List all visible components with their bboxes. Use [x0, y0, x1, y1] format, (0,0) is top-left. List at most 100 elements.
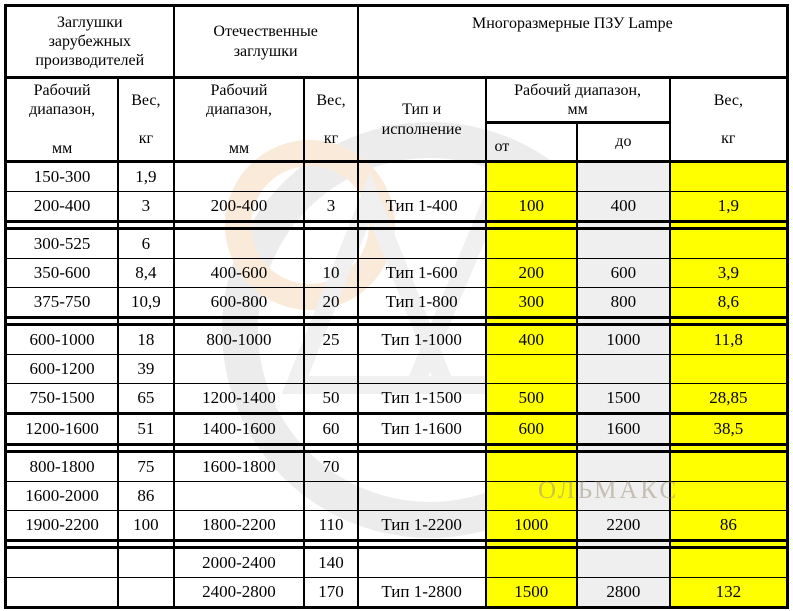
table-cell: 60: [303, 412, 359, 445]
table-cell: 800: [576, 287, 671, 318]
table-cell: [117, 547, 175, 578]
table-cell: 70: [303, 451, 359, 482]
table-cell: 150-300: [4, 161, 120, 192]
table-cell: [117, 443, 175, 453]
table-cell: [172, 161, 306, 192]
table-row: 1600-2000 86: [4, 481, 789, 511]
table-cell: [303, 228, 359, 259]
table-cell: [576, 220, 671, 230]
table-cell: [303, 539, 359, 549]
col-header-to: до: [576, 121, 671, 163]
table-cell: [576, 539, 671, 549]
comparison-table: Заглушки зарубежных производителей Отече…: [4, 4, 789, 609]
table-cell: 300-525: [4, 228, 120, 259]
table-row: 1200-1600 51 1400-1600 60 Тип 1-1600 600…: [4, 412, 789, 445]
table-cell: [356, 220, 487, 230]
table-cell: [484, 547, 579, 578]
table-cell: [4, 316, 120, 326]
table-cell: [4, 547, 120, 578]
table-cell: Тип 1-800: [356, 287, 487, 318]
table-cell: 132: [668, 577, 789, 608]
table-cell: 750-1500: [4, 383, 120, 414]
table-cell: 400-600: [172, 258, 306, 288]
table-row: 1900-2200 100 1800-2200 110 Тип 1-2200 1…: [4, 510, 789, 541]
table-cell: 400: [576, 191, 671, 222]
table-cell: 2000-2400: [172, 547, 306, 578]
table-row: 200-400 3 200-400 3 Тип 1-400 100 400 1,…: [4, 191, 789, 222]
group-foreign-header: Заглушки зарубежных производителей: [4, 4, 175, 79]
table-cell: 200-400: [172, 191, 306, 222]
table-cell: 65: [117, 383, 175, 414]
table-row: 750-1500 65 1200-1400 50 Тип 1-1500 500 …: [4, 383, 789, 414]
table-cell: [484, 161, 579, 192]
table-cell: [668, 220, 789, 230]
table-cell: 8,4: [117, 258, 175, 288]
table-cell: [576, 451, 671, 482]
table-cell: [117, 539, 175, 549]
table-cell: [484, 316, 579, 326]
table-cell: 1200-1400: [172, 383, 306, 414]
table-cell: [576, 354, 671, 384]
table-cell: Тип 1-2200: [356, 510, 487, 541]
table-cell: [356, 443, 487, 453]
table-cell: 6: [117, 228, 175, 259]
table-row: 350-600 8,4 400-600 10 Тип 1-600 200 600…: [4, 258, 789, 288]
table-cell: [4, 539, 120, 549]
table-cell: 600: [576, 258, 671, 288]
table-cell: [668, 547, 789, 578]
table-cell: 600-1000: [4, 324, 120, 355]
table-cell: [172, 481, 306, 511]
table-cell: [172, 354, 306, 384]
table-cell: [484, 481, 579, 511]
table-cell: 375-750: [4, 287, 120, 318]
table-cell: [668, 316, 789, 326]
section-break-row: [4, 220, 789, 230]
table-cell: [172, 220, 306, 230]
table-cell: [668, 161, 789, 192]
table-cell: [484, 354, 579, 384]
table-cell: [668, 481, 789, 511]
table-cell: Тип 1-1500: [356, 383, 487, 414]
table-row: 600-1200 39: [4, 354, 789, 384]
col-header-range-domestic: Рабочий диапазон, мм: [172, 76, 306, 163]
table-cell: 10: [303, 258, 359, 288]
table-cell: 1600: [576, 412, 671, 445]
col-header-weight-domestic: Вес, кг: [303, 76, 359, 163]
table-cell: 1500: [576, 383, 671, 414]
table-cell: 170: [303, 577, 359, 608]
table-cell: [668, 539, 789, 549]
table-cell: [356, 451, 487, 482]
table-cell: 600: [484, 412, 579, 445]
table-cell: [576, 228, 671, 259]
section-break-row: [4, 539, 789, 549]
section-break-row: [4, 316, 789, 326]
table-cell: [172, 316, 306, 326]
table-cell: [356, 539, 487, 549]
table-cell: [668, 443, 789, 453]
col-header-range-lampe: Рабочий диапазон, мм: [484, 76, 671, 124]
table-cell: 1500: [484, 577, 579, 608]
table-cell: [117, 316, 175, 326]
table-cell: [303, 316, 359, 326]
table-cell: [484, 228, 579, 259]
table-cell: [668, 451, 789, 482]
table-cell: 100: [117, 510, 175, 541]
table-cell: 8,6: [668, 287, 789, 318]
section-break-row: [4, 443, 789, 453]
table-cell: [484, 539, 579, 549]
table-cell: 2800: [576, 577, 671, 608]
table-cell: 140: [303, 547, 359, 578]
table-cell: 86: [117, 481, 175, 511]
table-row: 800-1800 75 1600-1800 70: [4, 451, 789, 482]
table-cell: 11,8: [668, 324, 789, 355]
column-header-row: Рабочий диапазон, мм Вес, кг Рабочий диа…: [4, 76, 789, 163]
table-row: 2400-2800 170 Тип 1-2800 1500 2800 132: [4, 577, 789, 608]
table-cell: [668, 354, 789, 384]
table-cell: 350-600: [4, 258, 120, 288]
table-cell: 10,9: [117, 287, 175, 318]
table-row: 600-1000 18 800-1000 25 Тип 1-1000 400 1…: [4, 324, 789, 355]
table-cell: [576, 481, 671, 511]
table-cell: 1800-2200: [172, 510, 306, 541]
table-cell: [576, 443, 671, 453]
